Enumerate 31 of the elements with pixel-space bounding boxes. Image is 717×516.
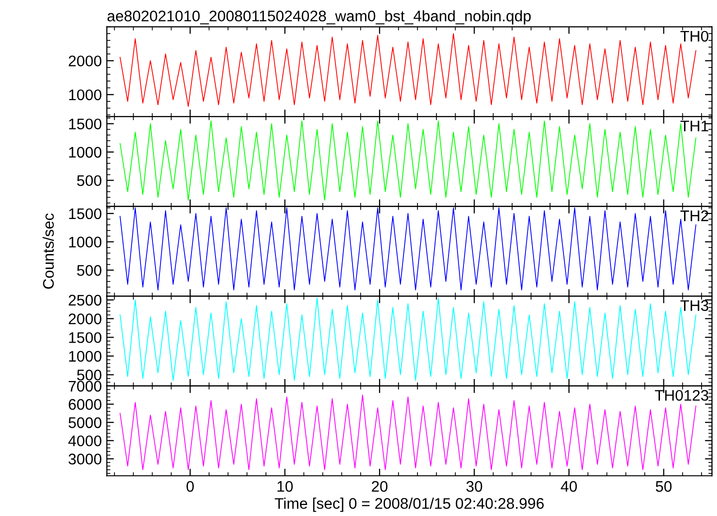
y-tick-label: 500	[77, 175, 102, 186]
y-tick-label: 2500	[68, 294, 102, 306]
y-tick-label: 1500	[69, 208, 102, 220]
series-label: TH0123	[654, 390, 708, 401]
series-label: TH2	[680, 210, 708, 222]
x-tick-label: 10	[278, 481, 293, 492]
y-tick-label: 500	[77, 264, 102, 276]
y-tick-label: 1000	[69, 146, 102, 158]
y-tick-label: 2000	[68, 56, 102, 66]
x-tick-label: 0	[186, 481, 194, 492]
y-tick-label: 6000	[68, 399, 102, 410]
x-axis-title: Time [sec] 0 = 2008/01/15 02:40:28.996	[274, 498, 544, 512]
chart-title: ae802021010_20080115024028_wam0_bst_4band_nobin.qdp	[107, 10, 531, 24]
x-tick-label: 40	[560, 481, 577, 492]
y-tick-label: 1000	[69, 236, 102, 248]
y-tick-label: 7000	[68, 380, 102, 392]
y-tick-label: 5000	[68, 417, 102, 428]
series-label: TH3	[680, 300, 708, 311]
y-axis-title: Counts/sec	[42, 213, 54, 289]
x-tick-label: 30	[466, 481, 482, 492]
x-tick-label: 20	[372, 481, 388, 492]
y-tick-label: 4000	[68, 435, 102, 446]
y-tick-label: 3000	[68, 454, 102, 464]
y-tick-label: 2000	[68, 314, 102, 324]
y-tick-label: 1000	[69, 350, 102, 362]
y-tick-label: 1000	[69, 89, 102, 100]
x-tick-label: 50	[656, 481, 672, 492]
y-tick-label: 1500	[69, 118, 102, 130]
y-tick-label: 500	[77, 370, 102, 380]
y-tick-label: 1500	[69, 332, 102, 344]
series-label: TH0	[680, 30, 708, 42]
